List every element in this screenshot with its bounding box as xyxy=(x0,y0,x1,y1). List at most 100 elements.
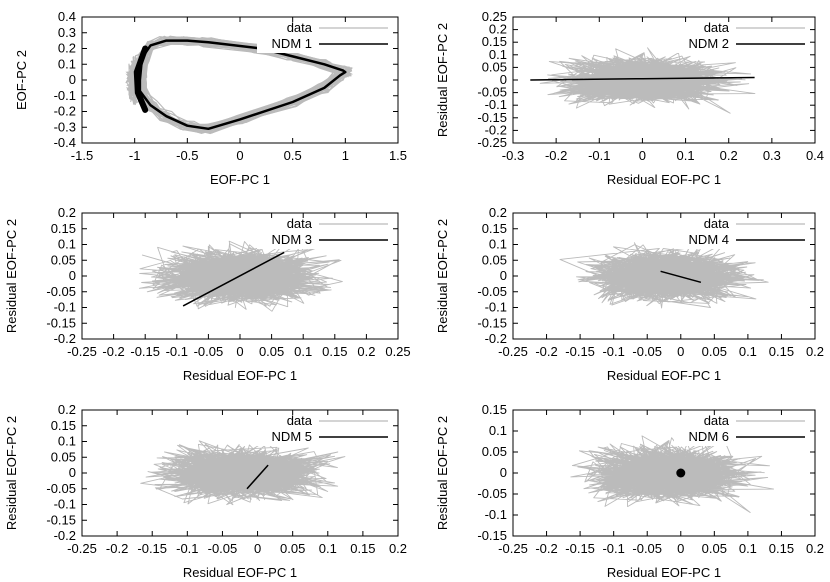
y-tick-label: 0 xyxy=(500,268,507,283)
x-tick-label: 0.1 xyxy=(739,541,757,556)
data-series xyxy=(138,240,343,312)
y-axis-label: Residual EOF-PC 2 xyxy=(4,219,19,333)
legend-box xyxy=(674,412,807,446)
y-tick-label: 0.1 xyxy=(58,56,76,71)
x-tick-label: 0.2 xyxy=(806,541,824,556)
y-tick-label: -0.15 xyxy=(477,110,507,125)
y-tick-label: -0.2 xyxy=(485,331,507,346)
y-tick-label: 0.2 xyxy=(58,205,76,220)
x-tick-label: 0.05 xyxy=(702,541,727,556)
y-tick-label: -0.1 xyxy=(54,300,76,315)
ndm-point xyxy=(676,468,686,478)
x-axis-label: Residual EOF-PC 1 xyxy=(183,368,297,383)
x-tick-label: 0.25 xyxy=(385,344,410,359)
x-tick-label: -0.25 xyxy=(498,541,528,556)
y-tick-label: -0.4 xyxy=(54,135,76,150)
y-tick-label: -0.15 xyxy=(46,315,76,330)
x-tick-label: 0.3 xyxy=(763,148,781,163)
x-tick-label: -0.2 xyxy=(545,148,567,163)
x-axis-label: Residual EOF-PC 1 xyxy=(607,565,721,580)
y-tick-label: -0.05 xyxy=(477,284,507,299)
y-tick-label: 0.05 xyxy=(51,252,76,267)
x-tick-label: -0.15 xyxy=(137,541,167,556)
y-tick-label: 0.1 xyxy=(489,47,507,62)
x-tick-label: 0.1 xyxy=(294,344,312,359)
x-tick-label: -0.05 xyxy=(208,541,238,556)
x-tick-label: 0.1 xyxy=(677,148,695,163)
x-tick-label: 0.15 xyxy=(769,344,794,359)
y-tick-label: 0.15 xyxy=(482,34,507,49)
x-tick-label: 0.1 xyxy=(319,541,337,556)
legend-label-data: data xyxy=(704,413,730,428)
x-tick-label: 0.4 xyxy=(806,148,824,163)
x-tick-label: -0.3 xyxy=(502,148,524,163)
y-tick-label: 0 xyxy=(69,268,76,283)
y-tick-label: 0.05 xyxy=(482,252,507,267)
y-tick-label: 0.05 xyxy=(51,449,76,464)
legend-box xyxy=(257,19,390,53)
x-tick-label: 1.5 xyxy=(389,148,407,163)
x-tick-label: 0.15 xyxy=(350,541,375,556)
y-axis-label: Residual EOF-PC 2 xyxy=(435,416,450,530)
y-tick-label: 0 xyxy=(69,72,76,87)
ndm-line xyxy=(246,464,269,490)
x-tick-label: 0.05 xyxy=(702,344,727,359)
y-tick-label: 0.15 xyxy=(482,402,507,417)
data-line xyxy=(140,440,346,506)
legend-label-data: data xyxy=(704,216,730,231)
x-axis-label: Residual EOF-PC 1 xyxy=(183,565,297,580)
y-tick-label: -0.1 xyxy=(485,507,507,522)
data-line xyxy=(539,47,756,114)
y-tick-label: 0.4 xyxy=(58,9,76,24)
ndm-line xyxy=(660,270,702,284)
x-tick-label: -0.15 xyxy=(565,541,595,556)
x-tick-label: -0.25 xyxy=(67,344,97,359)
x-tick-label: 0 xyxy=(254,541,261,556)
x-tick-label: 0.15 xyxy=(322,344,347,359)
ticks: -0.3 -0.2 -0.1 0 0.1 0.2 0.3 0.4-0.25-0.2-0.15-… xyxy=(477,9,824,163)
x-tick-label: 0.1 xyxy=(739,344,757,359)
legend-label-data: data xyxy=(704,20,730,35)
y-tick-label: -0.1 xyxy=(485,97,507,112)
y-tick-label: -0.2 xyxy=(485,122,507,137)
data-line xyxy=(570,435,775,513)
legend-label-data: data xyxy=(287,413,313,428)
y-tick-label: 0.1 xyxy=(489,237,507,252)
legend-label-ndm: NDM 4 xyxy=(689,232,729,247)
x-tick-label: -0.05 xyxy=(632,344,662,359)
y-tick-label: -0.2 xyxy=(54,104,76,119)
x-tick-label: 0 xyxy=(677,541,684,556)
ndm-series xyxy=(660,270,702,284)
y-tick-label: -0.25 xyxy=(477,135,507,150)
ticks: -0.25 -0.2 -0.15 -0.1 -0.05 0 0.05 0.1 0.15 0.2 0.… xyxy=(46,205,410,359)
x-tick-label: -0.2 xyxy=(535,344,557,359)
x-tick-label: -0.2 xyxy=(106,541,128,556)
y-tick-label: 0.2 xyxy=(58,402,76,417)
ticks: -1.5 -1 -0.5 0 0.5 1 1.5-0.4-0.3-0.2-0.100.10.… xyxy=(54,9,407,163)
x-tick-label: 0 xyxy=(639,148,646,163)
x-tick-label: -0.1 xyxy=(176,541,198,556)
x-tick-label: 0.2 xyxy=(357,344,375,359)
x-tick-label: -0.5 xyxy=(176,148,198,163)
y-tick-label: 0.05 xyxy=(482,444,507,459)
data-series xyxy=(140,440,346,506)
legend-box xyxy=(257,215,390,249)
legend-label-data: data xyxy=(287,20,313,35)
y-tick-label: 0.1 xyxy=(58,434,76,449)
y-tick-label: -0.15 xyxy=(46,512,76,527)
ndm-line xyxy=(138,39,347,131)
legend-label-ndm: NDM 6 xyxy=(689,429,729,444)
x-axis-label: Residual EOF-PC 1 xyxy=(607,172,721,187)
x-tick-label: 0 xyxy=(236,344,243,359)
x-tick-label: 0.2 xyxy=(389,541,407,556)
